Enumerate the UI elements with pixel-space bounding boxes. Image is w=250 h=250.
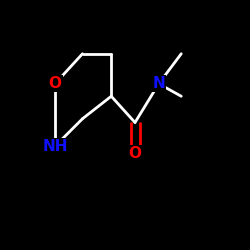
- Text: N: N: [152, 76, 165, 91]
- Text: O: O: [128, 146, 141, 161]
- Text: O: O: [48, 76, 62, 91]
- Text: NH: NH: [42, 139, 68, 154]
